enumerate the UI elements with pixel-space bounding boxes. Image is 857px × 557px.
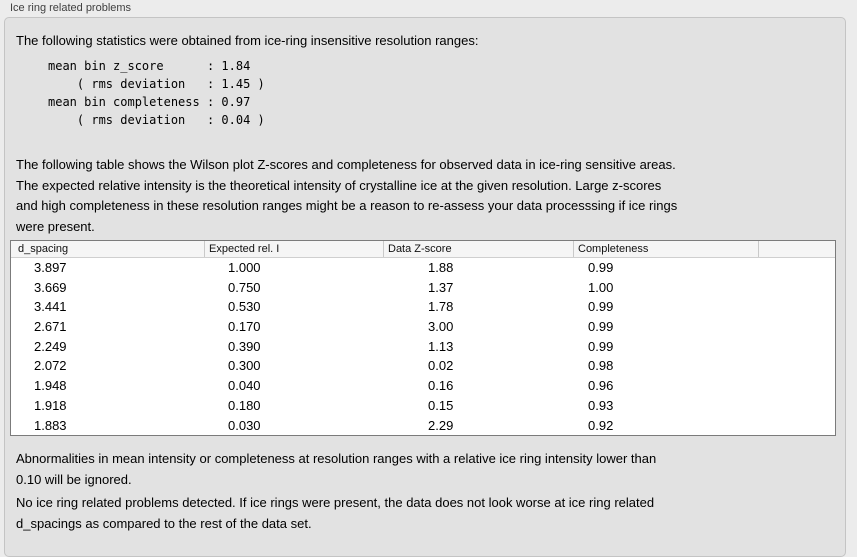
table-cell: 3.669 [34,279,67,295]
table-row[interactable]: 3.897 1.000 1.88 0.99 [11,258,835,278]
table-cell: 1.13 [428,338,454,354]
table-cell: 1.883 [34,417,67,433]
table-cell: 3.00 [428,319,454,335]
intro-text: The following statistics were obtained f… [16,33,479,48]
header-empty[interactable] [758,241,835,257]
table-cell [758,317,835,337]
statistics-block: mean bin z_score : 1.84 ( rms deviation … [48,59,265,127]
table-cell [758,258,835,278]
table-row[interactable]: 1.883 0.030 2.29 0.92 [11,416,835,436]
table-cell: 0.750 [228,279,261,295]
table-cell [758,356,835,376]
table-cell: 0.99 [588,299,614,315]
ice-ring-table: d_spacing Expected rel. I Data Z-score C… [10,240,836,436]
table-cell: 3.441 [34,299,67,315]
table-row[interactable]: 2.072 0.300 0.02 0.98 [11,356,835,376]
table-row[interactable]: 1.948 0.040 0.16 0.96 [11,376,835,396]
header-completeness[interactable]: Completeness [573,241,758,257]
table-cell: 2.249 [34,338,67,354]
table-cell [758,278,835,298]
table-cell: 0.99 [588,338,614,354]
table-row[interactable]: 1.918 0.180 0.15 0.93 [11,396,835,416]
table-cell [758,396,835,416]
ignore-note: Abnormalities in mean intensity or compl… [16,451,657,487]
table-cell: 1.78 [428,299,454,315]
table-cell: 0.300 [228,358,261,374]
table-row[interactable]: 3.441 0.530 1.78 0.99 [11,297,835,317]
table-body: 3.897 1.000 1.88 0.99 3.669 0.750 1.37 1.00 3.44… [11,258,835,435]
table-cell: 0.96 [588,378,614,394]
table-cell [758,416,835,436]
table-cell: 0.98 [588,358,614,374]
table-cell: 0.92 [588,417,614,433]
table-cell: 0.530 [228,299,261,315]
table-cell: 1.00 [588,279,614,295]
table-cell: 1.918 [34,397,67,413]
table-cell: 1.000 [228,260,261,275]
table-cell [758,297,835,317]
table-cell: 0.93 [588,397,614,413]
header-data-z-score[interactable]: Data Z-score [383,241,573,257]
table-cell: 0.02 [428,358,454,374]
table-row[interactable]: 2.249 0.390 1.13 0.99 [11,337,835,357]
table-cell: 1.948 [34,378,67,394]
header-expected-rel-i[interactable]: Expected rel. I [204,241,383,257]
table-row[interactable]: 2.671 0.170 3.00 0.99 [11,317,835,337]
table-cell: 0.99 [588,319,614,335]
table-cell: 2.671 [34,319,67,335]
table-cell: 2.072 [34,358,67,374]
table-cell: 0.030 [228,417,261,433]
table-cell: 1.88 [428,260,454,275]
conclusion-note: No ice ring related problems detected. I… [16,495,655,531]
table-cell: 1.37 [428,279,454,295]
table-row[interactable]: 3.669 0.750 1.37 1.00 [11,278,835,298]
ice-ring-panel: The following statistics were obtained f… [4,17,846,557]
table-cell: 0.15 [428,397,454,413]
table-cell [758,376,835,396]
table-description: The following table shows the Wilson plo… [16,157,678,235]
table-cell: 0.170 [228,319,261,335]
table-cell: 3.897 [34,260,67,275]
table-cell: 0.99 [588,260,614,275]
table-cell: 2.29 [428,417,454,433]
panel-title: Ice ring related problems [10,2,132,14]
table-header-row: d_spacing Expected rel. I Data Z-score C… [11,241,835,258]
table-cell: 0.040 [228,378,261,394]
table-cell [758,337,835,357]
header-d-spacing[interactable]: d_spacing [18,243,69,255]
table-cell: 0.16 [428,378,454,394]
table-cell: 0.180 [228,397,261,413]
table-cell: 0.390 [228,338,261,354]
